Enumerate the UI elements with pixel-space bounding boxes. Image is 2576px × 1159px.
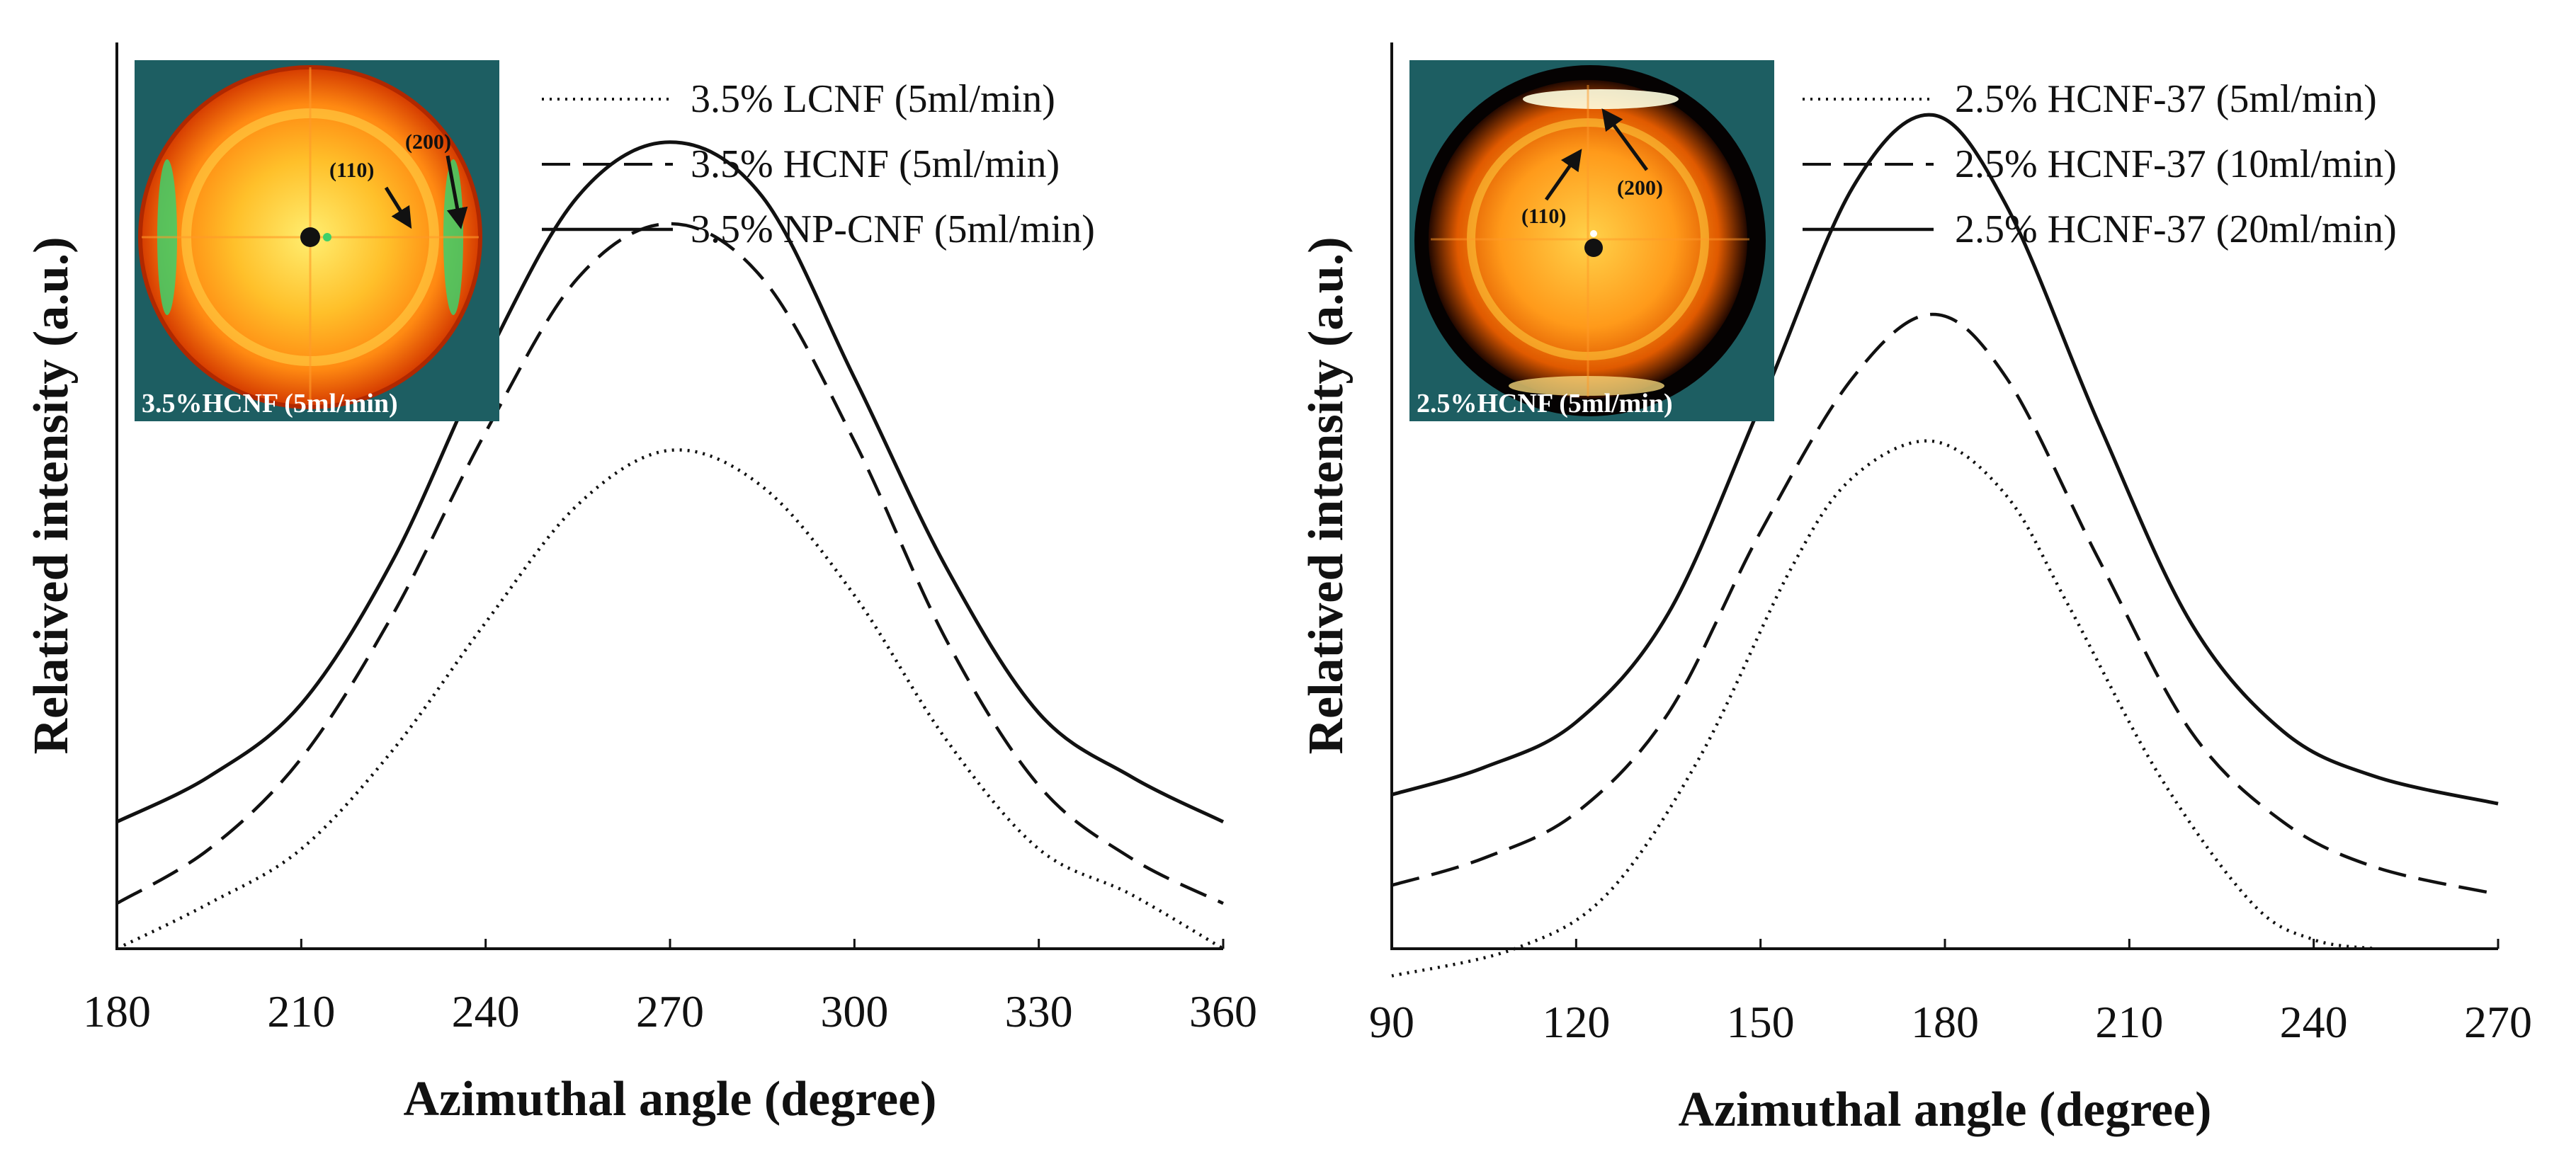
x-axis-label-right: Azimuthal angle (degree) — [1678, 1083, 2211, 1137]
inset-caption: 3.5%HCNF (5ml/min) — [142, 389, 398, 418]
legend-label: 3.5% LCNF (5ml/min) — [691, 77, 1055, 121]
series-right — [1391, 113, 2499, 978]
y-axis-label-right: Relatived intensity (a.u.) — [1299, 236, 1354, 754]
inset-caption: 2.5%HCNF (5ml/min) — [1417, 389, 1673, 418]
x-tick-label: 330 — [1005, 986, 1073, 1037]
inset-diffraction-right: (110) (200) 2.5%HCNF (5ml/min) — [1409, 60, 1774, 421]
x-tick-label: 150 — [1727, 997, 1795, 1047]
x-axis-label-left: Azimuthal angle (degree) — [403, 1072, 936, 1126]
arrow — [1544, 149, 1582, 201]
x-tick-label: 210 — [2095, 997, 2163, 1047]
inset-diffraction-left: (110) (200) 3.5%HCNF (5ml/min) — [135, 60, 499, 421]
reflection-label: (110) — [1521, 205, 1566, 228]
x-ticks-left: 180 210 240 270 300 330 360 — [83, 939, 1257, 1037]
beam-stop — [300, 227, 320, 247]
x-tick-label: 300 — [820, 986, 888, 1037]
y-axis-label-left: Relatived intensity (a.u.) — [24, 236, 79, 754]
series-line-dotted — [1391, 439, 2376, 978]
x-tick-label: 270 — [636, 986, 704, 1037]
x-tick-label: 240 — [452, 986, 520, 1037]
arrow — [384, 186, 412, 229]
legend-label: 2.5% HCNF-37 (5ml/min) — [1955, 77, 2377, 121]
beam-stop — [1584, 239, 1603, 257]
x-tick-label: 270 — [2464, 997, 2532, 1047]
series-line-dashed — [1391, 312, 2499, 896]
legend-right: 2.5% HCNF-37 (5ml/min) 2.5% HCNF-37 (10m… — [1803, 77, 2397, 251]
legend-label: 2.5% HCNF-37 (20ml/min) — [1955, 207, 2397, 251]
x-tick-label: 180 — [83, 986, 151, 1037]
diffraction-arc — [1523, 89, 1679, 109]
x-tick-label: 210 — [267, 986, 335, 1037]
diffraction-arc — [1509, 376, 1664, 396]
series-line-dashed — [115, 222, 1224, 906]
series-left — [115, 140, 1225, 951]
series-line-solid — [1391, 113, 2499, 806]
chart-panel-right: 90 120 150 180 210 240 270 Azimuthal angle (de… — [1299, 42, 2532, 1137]
x-ticks-right: 90 120 150 180 210 240 270 — [1369, 939, 2532, 1047]
x-tick-label: 120 — [1542, 997, 1610, 1047]
arrow — [446, 155, 468, 229]
chart-panel-left: 180 210 240 270 300 330 360 Azimuthal angle (d… — [24, 42, 1257, 1126]
legend-label: 3.5% HCNF (5ml/min) — [691, 142, 1060, 186]
series-line-dotted — [116, 448, 1225, 951]
arrow — [1601, 108, 1649, 171]
series-line-solid — [115, 140, 1225, 824]
x-tick-label: 180 — [1911, 997, 1979, 1047]
x-tick-label: 240 — [2280, 997, 2348, 1047]
reflection-label: (200) — [1617, 176, 1663, 200]
beam-spot — [1590, 230, 1597, 237]
x-tick-label: 90 — [1369, 997, 1414, 1047]
reflection-label: (110) — [329, 159, 374, 182]
legend-label: 2.5% HCNF-37 (10ml/min) — [1955, 142, 2397, 186]
reflection-label: (200) — [405, 130, 451, 154]
beam-spot — [323, 233, 331, 241]
legend-label: 3.5% NP-CNF (5ml/min) — [691, 207, 1095, 251]
legend-left: 3.5% LCNF (5ml/min) 3.5% HCNF (5ml/min) … — [542, 77, 1095, 251]
x-tick-label: 360 — [1189, 986, 1257, 1037]
